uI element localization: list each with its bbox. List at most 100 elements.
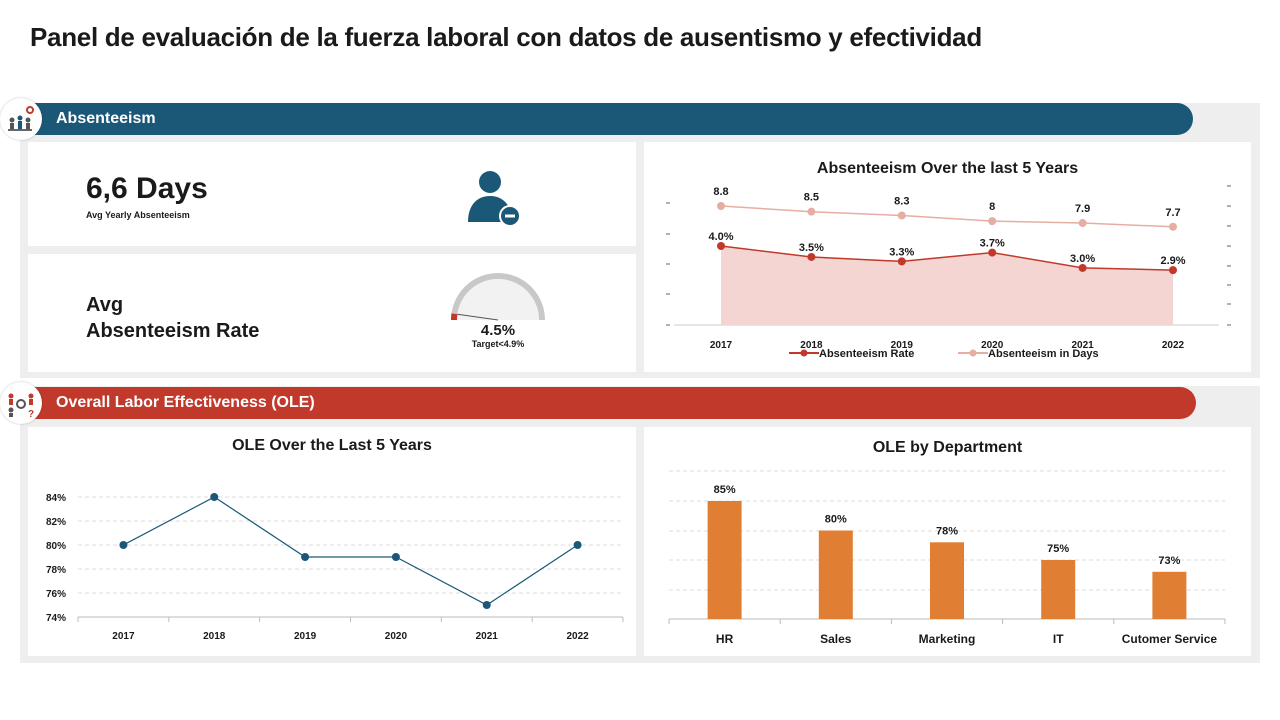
x-tick-label: 2020 [981, 340, 1004, 351]
rate-point [1078, 263, 1087, 272]
ole-section-label: Overall Labor Effectiveness (OLE) [56, 394, 315, 411]
gauge-needle [457, 313, 499, 321]
x-tick-label: 2019 [891, 340, 914, 351]
bar-data-label: 78% [936, 525, 958, 537]
ole-dept-card: OLE by Department 85% HR 80% Sales 78% Market… [644, 427, 1251, 656]
category-label: Marketing [919, 632, 976, 646]
ole-point [482, 601, 491, 609]
category-label: Cutomer Service [1122, 632, 1218, 646]
legend-rate-marker [800, 349, 808, 357]
people-gear-icon [0, 98, 42, 140]
absenteeism-section-header: Absenteeism [30, 103, 1193, 135]
absenteeism-trend-title: Absenteeism Over the last 5 Years [816, 160, 1079, 177]
absenteeism-trend-card: Absenteeism Over the last 5 Years 4.0% 3.… [644, 142, 1251, 372]
avg-days-card: 6,6 Days Avg Yearly Absenteeism [28, 142, 636, 246]
days-point [717, 202, 725, 210]
days-line [720, 205, 1174, 228]
rate-point [1169, 266, 1177, 275]
dept-bar [818, 530, 853, 619]
absenteeism-rate-gauge [451, 273, 545, 321]
x-tick-label: 2019 [294, 631, 317, 642]
days-data-label: 8.3 [894, 195, 909, 207]
rate-point [988, 248, 997, 257]
x-tick-label: 2018 [800, 340, 823, 351]
ole-dept-chart: 85% HR 80% Sales 78% Marketing 75% IT 73% Cutomer… [668, 470, 1226, 646]
rate-data-label: 3.0% [1070, 253, 1095, 265]
days-data-label: 7.9 [1075, 203, 1090, 215]
rate-point [717, 242, 725, 250]
category-label: HR [716, 632, 734, 646]
y-tick-label: 84% [46, 493, 66, 504]
x-tick-label: 2018 [203, 631, 226, 642]
rate-point [807, 252, 816, 261]
days-point [1078, 219, 1087, 228]
bar-data-label: 85% [714, 484, 736, 496]
days-point [1169, 222, 1177, 231]
avg-rate-value: 4.5% [480, 322, 516, 339]
rate-data-label: 3.3% [889, 246, 914, 258]
dept-bar [1152, 571, 1187, 619]
ole-point [210, 493, 219, 501]
avg-rate-target: Target<4.9% [471, 339, 525, 349]
page-title: Panel de evaluación de la fuerza laboral… [30, 22, 982, 52]
rate-data-label: 4.0% [708, 231, 733, 243]
days-data-label: 8 [989, 201, 995, 213]
y-tick-label: 74% [46, 613, 66, 624]
absenteeism-trend-chart: 4.0% 3.5% 3.3% 3.7% 3.0% 2.9% 8.8 8.5 8.3 8 7.9 7.7… [666, 185, 1231, 360]
dept-bar [707, 501, 742, 619]
y-tick-label: 76% [46, 589, 66, 600]
days-point [897, 211, 906, 220]
days-data-label: 8.8 [713, 186, 728, 198]
ole-dept-title: OLE by Department [872, 439, 1023, 456]
category-label: Sales [820, 632, 852, 646]
ole-trend-title: OLE Over the Last 5 Years [232, 437, 432, 454]
absenteeism-section-label: Absenteeism [56, 110, 156, 127]
avg-rate-label-line1: Avg [86, 294, 124, 316]
rate-line [720, 245, 1174, 271]
ole-trend-chart: 84% 82% 80% 78% 76% 74% 2017 2018 2019 2020 2021 20… [46, 493, 624, 642]
rate-data-label: 3.5% [799, 242, 824, 254]
rate-data-label: 3.7% [980, 238, 1005, 250]
svg-text:?: ? [28, 409, 34, 420]
avg-days-value: 6,6 Days [86, 172, 208, 205]
bar-data-label: 75% [1047, 543, 1069, 555]
rate-point [897, 257, 906, 266]
y-tick-label: 78% [46, 565, 66, 576]
category-label: IT [1053, 632, 1064, 646]
people-gear-question-icon: ? [0, 382, 42, 424]
bar-data-label: 73% [1158, 555, 1180, 567]
avg-days-caption: Avg Yearly Absenteeism [86, 210, 190, 220]
ole-point [301, 553, 310, 561]
legend-rate-label: Absenteeism Rate [819, 348, 914, 360]
user-minus-icon [464, 166, 524, 233]
x-tick-label: 2022 [1162, 340, 1185, 351]
ole-trend-card: OLE Over the Last 5 Years 84% 82% 80% 78% 76… [28, 427, 636, 656]
x-tick-label: 2017 [710, 340, 733, 351]
ole-point [573, 541, 582, 549]
ole-section-header: Overall Labor Effectiveness (OLE) [30, 387, 1196, 419]
rate-data-label: 2.9% [1160, 255, 1185, 267]
legend-days-marker [969, 349, 977, 357]
ole-point [391, 553, 400, 561]
days-data-label: 7.7 [1165, 207, 1180, 219]
ole-point [119, 541, 128, 549]
y-tick-label: 80% [46, 541, 66, 552]
avg-rate-label: Avg Absenteeism Rate [86, 292, 259, 344]
ole-line [123, 496, 578, 606]
x-tick-label: 2021 [1071, 340, 1094, 351]
x-tick-label: 2022 [566, 631, 589, 642]
legend-days-label: Absenteeism in Days [988, 348, 1099, 360]
avg-rate-card: Avg Absenteeism Rate 4.5% Target<4.9% [28, 254, 636, 372]
dept-bar [930, 542, 964, 619]
x-tick-label: 2017 [112, 631, 135, 642]
x-tick-label: 2021 [476, 631, 499, 642]
x-tick-label: 2020 [385, 631, 408, 642]
dept-bar [1041, 560, 1076, 619]
rate-area [721, 246, 1173, 325]
bar-data-label: 80% [825, 514, 847, 526]
days-data-label: 8.5 [804, 192, 819, 204]
avg-rate-label-line2: Absenteeism Rate [86, 320, 260, 342]
y-tick-label: 82% [46, 517, 66, 528]
days-point [988, 217, 997, 226]
days-point [807, 207, 816, 216]
